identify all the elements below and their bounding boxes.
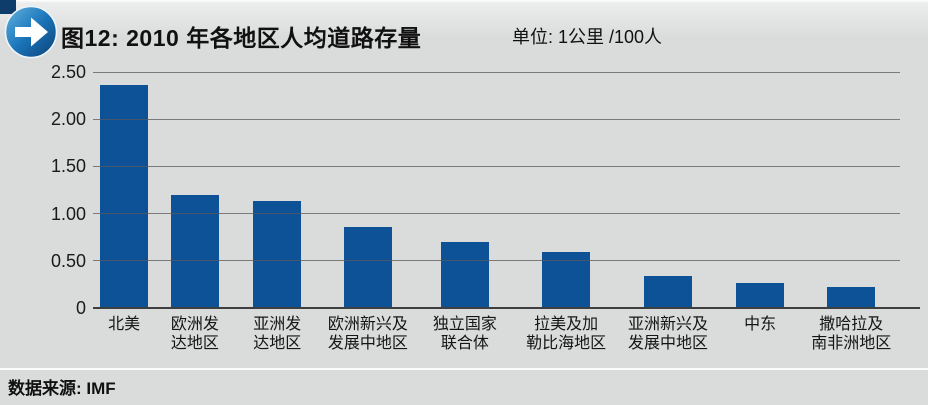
category-label: 拉美及加 勒比海地区: [526, 316, 607, 352]
bar-column: 欧洲新兴及 发展中地区: [320, 72, 416, 360]
bar: [827, 287, 876, 308]
bar: [253, 201, 302, 308]
bar-column: 拉美及加 勒比海地区: [514, 72, 618, 360]
bar-column: 撒哈拉及 南非洲地区: [803, 72, 900, 360]
data-source-label: 数据来源: IMF: [8, 379, 116, 398]
arrow-right-circle-icon: [4, 5, 58, 59]
category-label: 中东: [744, 316, 777, 333]
category-label: 亚洲新兴及 发展中地区: [628, 316, 709, 352]
bar: [343, 226, 392, 308]
y-tick-label: 2.50: [50, 62, 86, 82]
y-tick-label: 1.50: [50, 156, 86, 177]
bar-column: 中东: [718, 72, 803, 360]
bar: [736, 283, 785, 308]
category-label: 亚洲发 达地区: [253, 316, 302, 352]
y-tick-label: 0: [75, 298, 86, 318]
bar-column: 亚洲发 达地区: [234, 72, 320, 360]
bar: [170, 194, 219, 308]
category-label: 独立国家 联合体: [432, 316, 497, 352]
gridline: [93, 165, 900, 167]
gridline: [93, 213, 900, 215]
category-label: 欧洲发 达地区: [170, 316, 219, 352]
bar: [440, 241, 489, 308]
corner-accent: [0, 0, 16, 14]
y-tick-label: 2.00: [50, 109, 86, 130]
bar: [542, 252, 591, 308]
bar-column: 亚洲新兴及 发展中地区: [618, 72, 717, 360]
gridline: [93, 260, 900, 262]
bar: [100, 85, 149, 308]
plot-area: 北美 欧洲发 达地区 亚洲发 达地区 欧洲新兴及 发展中地区 独立国家 联合体 拉美及加 勒比海地区…: [93, 71, 920, 352]
y-tick-label: 0.50: [50, 250, 86, 271]
category-label: 撒哈拉及 南非洲地区: [811, 316, 892, 352]
chart-title: 图12: 2010 年各地区人均道路存量: [61, 25, 422, 51]
gridline: [93, 118, 900, 120]
y-axis: 2.50 2.00 1.50 1.00 0.50 0: [6, 62, 86, 318]
bar-column: 独立国家 联合体: [416, 72, 514, 360]
x-axis-line: [93, 307, 920, 309]
bar-column: 北美: [93, 72, 155, 360]
unit-label: 单位: 1公里 /100人: [512, 27, 663, 47]
bar: [644, 275, 693, 308]
footer-divider: [0, 368, 928, 370]
bar-columns: 北美 欧洲发 达地区 亚洲发 达地区 欧洲新兴及 发展中地区 独立国家 联合体 拉美及加 勒比海地区…: [93, 72, 900, 360]
category-label: 北美: [108, 316, 141, 333]
gridline: [93, 71, 900, 73]
category-label: 欧洲新兴及 发展中地区: [327, 316, 408, 352]
y-tick-label: 1.00: [50, 203, 86, 224]
bar-column: 欧洲发 达地区: [155, 72, 234, 360]
